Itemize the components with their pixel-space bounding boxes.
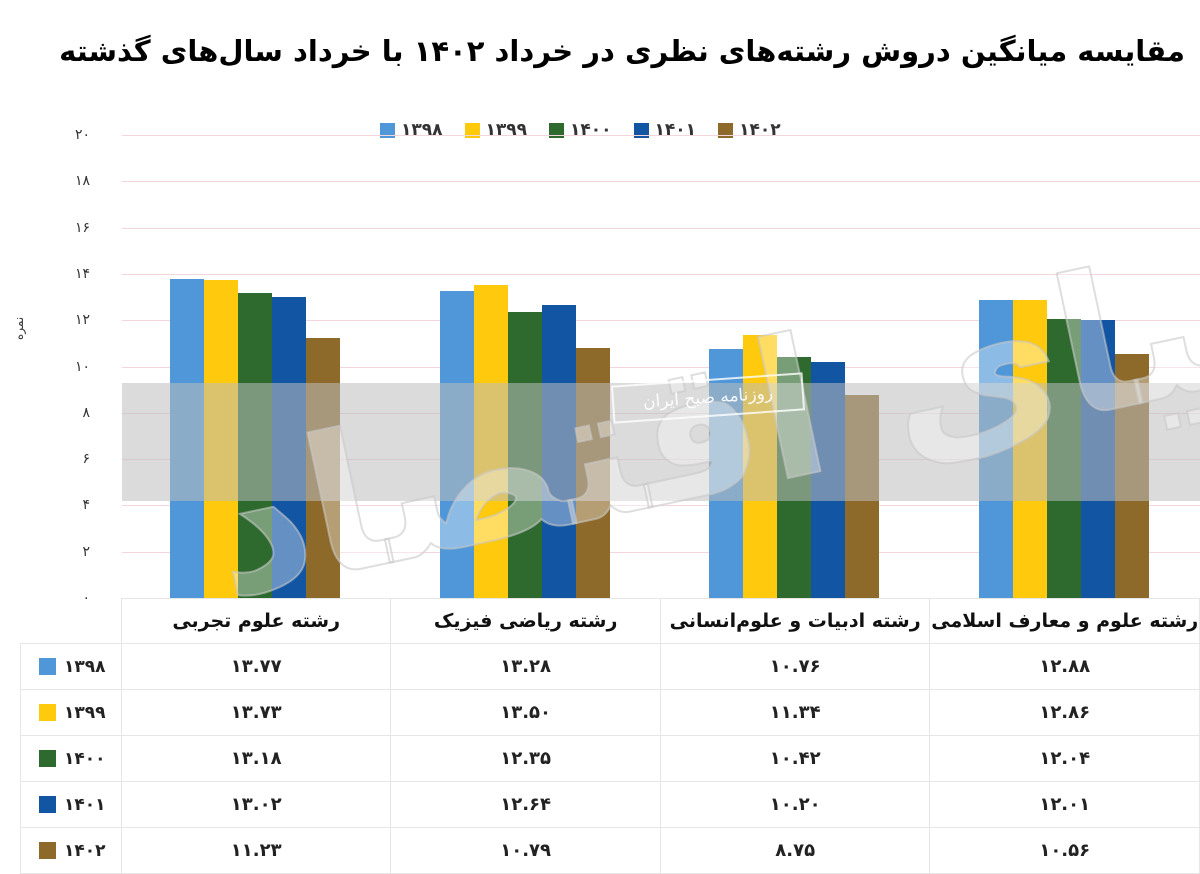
- bar: [978, 299, 1013, 598]
- gridline: [122, 135, 1200, 136]
- table-cell: ۱۰.۲۰: [659, 781, 931, 828]
- table-cell: ۱۰.۷۹: [390, 827, 661, 874]
- y-tick-label: ۲۰: [74, 127, 90, 143]
- data-table: رشته علوم تجربی رشته ریاضی فیزیک رشته اد…: [20, 598, 1200, 874]
- y-tick-label: ۱۴: [74, 265, 90, 282]
- bar: [1080, 319, 1115, 598]
- y-tick-label: ۱۶: [74, 219, 90, 236]
- gridline: [122, 320, 1200, 322]
- table-cell: ۱۲.۸۸: [929, 643, 1200, 690]
- row-header: ۱۴۰۰: [20, 735, 122, 782]
- table-corner: [20, 598, 122, 644]
- gridline: [122, 505, 1200, 507]
- legend-swatch-icon: [380, 122, 395, 138]
- legend-swatch-icon: [633, 122, 649, 138]
- row-swatch-icon: [39, 842, 56, 859]
- bar: [541, 305, 576, 598]
- table-cell: ۱۳.۵۰: [390, 689, 661, 736]
- bar: [306, 338, 340, 598]
- table-cell: ۱۰.۴۲: [659, 735, 931, 782]
- gridline: [122, 227, 1200, 229]
- table-cell: ۱۳.۰۲: [120, 781, 392, 828]
- y-tick-label: ۴: [82, 497, 90, 514]
- gridline: [122, 551, 1200, 553]
- bar: [845, 395, 879, 598]
- chart-title: مقایسه میانگین دروش رشته‌های نظری در خرد…: [59, 34, 1185, 68]
- row-year-label: ۱۴۰۱: [64, 794, 106, 815]
- gridline: [122, 181, 1200, 183]
- bar: [1114, 353, 1149, 598]
- table-header-cell: رشته ریاضی فیزیک: [390, 598, 661, 644]
- y-tick-label: ۲: [82, 543, 90, 560]
- y-tick-label: ۱۰: [74, 358, 90, 375]
- bar: [204, 280, 238, 598]
- table-cell: ۱۳.۲۸: [390, 643, 661, 690]
- table-cell: ۱۲.۰۴: [929, 735, 1200, 782]
- table-cell: ۱۳.۷۳: [120, 689, 392, 736]
- table-row: ۱۴۰۰ ۱۳.۱۸ ۱۲.۳۵ ۱۰.۴۲ ۱۲.۰۴: [20, 735, 1200, 782]
- row-header: ۱۳۹۸: [20, 643, 122, 690]
- y-axis-label: نمره: [12, 316, 26, 340]
- bar: [1046, 319, 1081, 598]
- row-swatch-icon: [39, 704, 56, 721]
- y-tick-label: ۱۸: [74, 173, 90, 190]
- table-cell: ۱۲.۰۱: [929, 781, 1200, 828]
- table-header-cell: رشته علوم تجربی: [120, 598, 392, 644]
- row-swatch-icon: [39, 796, 56, 813]
- bar: [439, 290, 474, 598]
- row-year-label: ۱۳۹۸: [64, 656, 106, 677]
- bar: [238, 292, 272, 598]
- table-cell: ۱۲.۶۴: [390, 781, 661, 828]
- bar: [811, 361, 845, 598]
- bar: [575, 348, 610, 598]
- table-row: ۱۳۹۸ ۱۳.۷۷ ۱۳.۲۸ ۱۰.۷۶ ۱۲.۸۸: [20, 643, 1200, 690]
- y-tick-label: ۱۲: [74, 312, 90, 329]
- bar: [507, 312, 542, 598]
- row-swatch-icon: [39, 750, 56, 767]
- row-year-label: ۱۴۰۲: [64, 840, 106, 861]
- gridline: [122, 273, 1200, 275]
- table-cell: ۱۱.۳۴: [659, 689, 931, 736]
- table-header-cell: رشته علوم و معارف اسلامی: [929, 598, 1200, 644]
- row-year-label: ۱۴۰۰: [64, 748, 106, 769]
- table-header-row: رشته علوم تجربی رشته ریاضی فیزیک رشته اد…: [20, 598, 1200, 644]
- gridline: [122, 366, 1200, 368]
- legend-swatch-icon: [549, 122, 565, 138]
- legend-swatch-icon: [718, 122, 734, 138]
- table-cell: ۸.۷۵: [659, 827, 931, 874]
- y-tick-label: ۸: [82, 404, 90, 421]
- table-cell: ۱۱.۲۳: [120, 827, 392, 874]
- table-cell: ۱۰.۵۶: [929, 827, 1200, 874]
- legend-swatch-icon: [464, 122, 480, 138]
- plot-area: [122, 135, 1200, 598]
- table-cell: ۱۲.۸۶: [929, 689, 1200, 736]
- bar: [272, 296, 306, 598]
- y-tick-label: ۰: [40, 590, 90, 606]
- table-row: ۱۳۹۹ ۱۳.۷۳ ۱۳.۵۰ ۱۱.۳۴ ۱۲.۸۶: [20, 689, 1200, 736]
- table-cell: ۱۳.۷۷: [120, 643, 392, 690]
- bar: [1012, 300, 1047, 598]
- bar: [170, 279, 204, 598]
- row-header: ۱۳۹۹: [20, 689, 122, 736]
- row-swatch-icon: [39, 658, 56, 675]
- table-cell: ۱۲.۳۵: [390, 735, 661, 782]
- table-cell: ۱۰.۷۶: [659, 643, 931, 690]
- table-row: ۱۴۰۱ ۱۳.۰۲ ۱۲.۶۴ ۱۰.۲۰ ۱۲.۰۱: [20, 781, 1200, 828]
- row-year-label: ۱۳۹۹: [64, 702, 106, 723]
- table-header-cell: رشته ادبیات و علوم‌انسانی: [659, 598, 931, 644]
- y-tick-label: ۶: [82, 451, 90, 468]
- table-row: ۱۴۰۲ ۱۱.۲۳ ۱۰.۷۹ ۸.۷۵ ۱۰.۵۶: [20, 827, 1200, 874]
- bar: [473, 285, 508, 598]
- row-header: ۱۴۰۱: [20, 781, 122, 828]
- table-cell: ۱۳.۱۸: [120, 735, 392, 782]
- row-header: ۱۴۰۲: [20, 827, 122, 874]
